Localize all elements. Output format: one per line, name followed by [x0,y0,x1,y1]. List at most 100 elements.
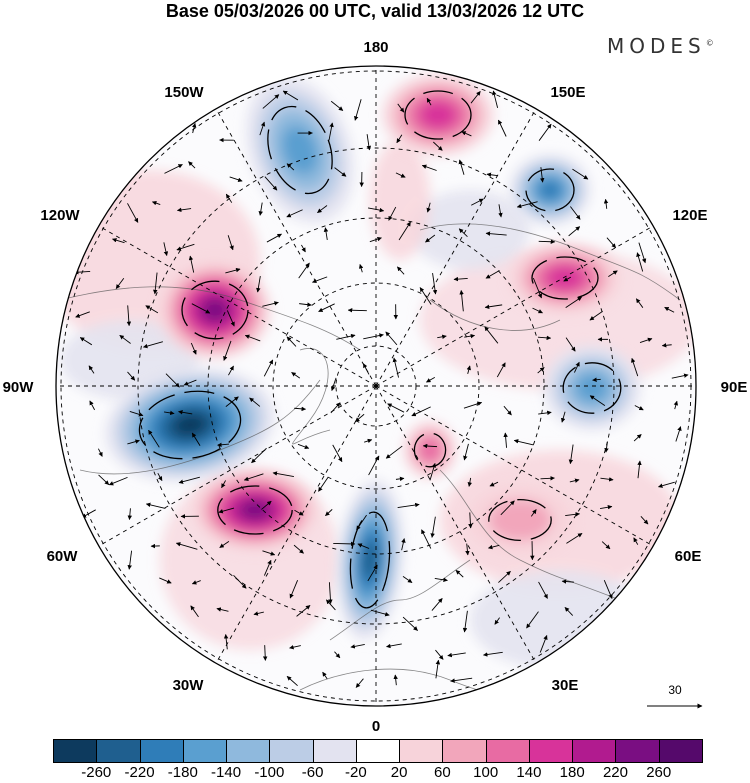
wind-vector [464,333,476,339]
wind-vector [115,277,125,289]
colorbar-swatch [355,739,401,763]
coastline-6 [429,299,561,331]
wind-vector [322,671,328,680]
wind-vector [631,357,639,377]
label-30e: 30E [552,677,579,694]
map-border [55,65,697,707]
wind-vector [485,270,500,279]
wind-vector [397,103,405,113]
wind-vector [333,541,356,547]
wind-vector [498,119,507,137]
wind-vector [450,677,473,683]
wind-vector [561,579,574,584]
wind-vector [455,569,464,578]
anomaly-low-canada [173,413,207,437]
wind-vector [570,206,581,220]
streamline-high-alaska-canada [181,280,249,340]
wind-vector [263,359,274,377]
wind-vector [462,610,468,633]
label-120w: 120W [40,207,80,224]
colorbar-swatch [485,739,530,763]
wind-vector [395,172,406,178]
colorbar-swatch [269,739,314,763]
wind-vector [485,231,507,236]
wind-vector [396,134,403,144]
wind-vector [421,529,432,549]
wind-vector [503,405,512,416]
wind-vector [317,205,328,214]
colorbar-label: -60 [301,764,324,781]
wind-vector [233,574,247,589]
coastlines [59,223,681,697]
colorbar-label: 20 [390,764,408,781]
wind-vector [127,508,133,521]
wind-vector [397,266,405,275]
wind-vector [318,303,335,312]
wind-vector [489,481,499,487]
wind-vector [484,304,503,310]
wind-vector [145,502,166,509]
wind-vector [127,203,139,223]
wind-vector [566,533,583,544]
wind-vector [500,500,515,516]
wind-vector [366,134,372,151]
wind-vector [357,543,370,549]
map-disc [56,66,696,706]
anomaly-low-central-asia [576,374,608,402]
wind-vector [503,432,508,448]
wind-vector [148,429,160,448]
wind-vector [494,617,500,625]
label-180: 180 [363,39,388,56]
wind-vector [225,267,241,274]
wind-vector [393,674,398,686]
wind-vector [89,400,96,411]
wind-vector [176,243,195,251]
wind-vector [563,276,572,282]
wind-vector [286,676,298,686]
wind-vector [262,645,268,661]
brand-text: MODES [607,34,706,58]
meridian-line [375,385,663,552]
wind-vector [432,141,443,151]
wind-vector [513,439,534,446]
meridian-line [375,220,663,387]
wind-vector [286,209,303,218]
colorbar-label: 260 [646,764,672,781]
colorbar-label: 60 [434,764,451,781]
colorbar-swatch [528,739,574,763]
wind-vector [467,477,473,487]
label-90w: 90W [3,379,35,396]
wind-vector [165,373,180,388]
wind-vector [190,605,199,618]
wind-vector [367,207,385,213]
wind-vector [262,550,276,556]
anomaly-low-kamchatka [539,180,561,200]
streamline-high-scandinavia [413,432,447,468]
wind-vector [178,476,200,484]
anomaly-high-alaska-canada [202,298,228,322]
wind-vector [673,400,679,410]
wind-vector [470,91,481,104]
wind-vector [127,439,140,445]
wind-vector [565,512,581,517]
wind-vector [532,277,543,299]
wind-vector [411,406,431,417]
wind-vector [286,163,295,171]
wind-vector [323,227,329,241]
coastline-7 [439,469,621,601]
wind-vector [636,252,644,272]
wind-vector [447,652,466,658]
wind-vector [153,272,158,295]
wind-vector [435,649,444,660]
wind-vector [226,310,235,327]
wind-vector [640,516,649,525]
wind-vector [293,544,304,554]
wind-vector [151,201,161,206]
wind-vector [604,441,609,453]
wind-vector [385,331,398,346]
wind-vector [221,480,226,489]
wind-vector [637,460,642,479]
wind-vector [354,99,362,121]
wind-vector [191,580,201,585]
wind-vector [397,502,420,509]
